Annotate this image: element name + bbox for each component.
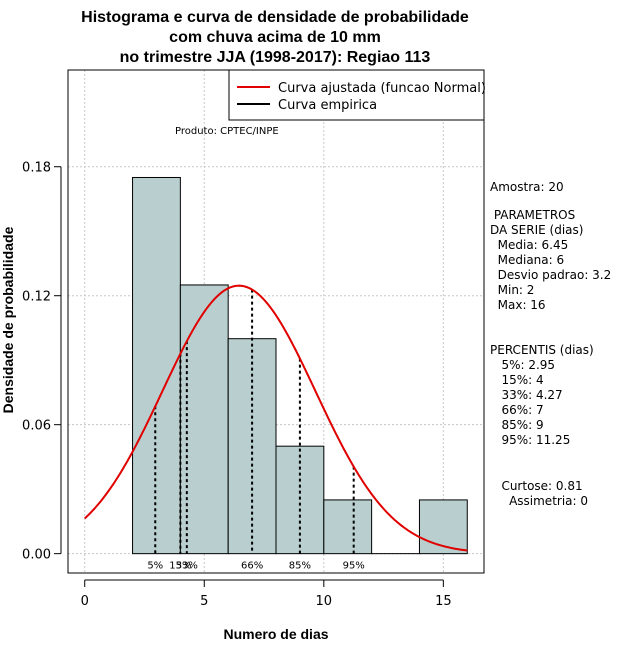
legend-box	[228, 69, 485, 121]
stat-curtose: Curtose: 0.81	[490, 479, 583, 493]
stat-p5: 5%: 2.95	[490, 358, 556, 372]
params-title-2: DA SERIE (dias)	[490, 223, 584, 237]
y-tick-label: 0.06	[22, 419, 51, 434]
legend-empirical-label: Curva empirica	[278, 98, 377, 113]
x-tick-label: 0	[81, 594, 89, 609]
legend-fit-label: Curva ajustada (funcao Normal)	[278, 81, 486, 96]
stat-p95: 95%: 11.25	[490, 433, 571, 447]
histogram-bar	[132, 176, 181, 555]
y-tick-label: 0.18	[22, 161, 51, 176]
product-annotation: Produto: CPTEC/INPE	[175, 126, 279, 137]
percentile-label: 33%	[176, 561, 198, 572]
stat-p85: 85%: 9	[490, 418, 544, 432]
percentis-title: PERCENTIS (dias)	[490, 343, 594, 357]
x-tick-label: 10	[316, 594, 333, 609]
stat-p66: 66%: 7	[490, 403, 544, 417]
percentile-label: 5%	[147, 561, 163, 572]
x-axis-label: Numero de dias	[223, 626, 328, 642]
params-title-1: PARAMETROS	[490, 208, 576, 222]
fit-curve	[84, 284, 468, 552]
statistics-panel: Amostra: 20 PARAMETROS DA SERIE (dias) M…	[490, 180, 640, 509]
stat-media: Media: 6.45	[490, 238, 569, 252]
y-axis-label: Densidade de probabilidade	[0, 226, 16, 413]
percentile-label: 66%	[241, 561, 263, 572]
y-tick-label: 0.00	[22, 548, 51, 563]
legend: Curva ajustada (funcao Normal) Curva emp…	[228, 69, 486, 121]
histogram-bar	[179, 284, 229, 555]
y-tick-label: 0.12	[22, 290, 51, 305]
stat-max: Max: 16	[490, 298, 546, 312]
sample-size: Amostra: 20	[490, 180, 564, 194]
stat-desvio: Desvio padrao: 3.2	[490, 268, 612, 282]
stat-p15: 15%: 4	[490, 373, 544, 387]
percentile-label: 85%	[289, 561, 311, 572]
percentile-markers: 5% 15%33% 66% 85% 95%	[147, 289, 365, 572]
axes: 0 5 10 15 0.00 0.06 0.12 0.18	[22, 161, 452, 609]
percentile-label: 95%	[343, 561, 365, 572]
percentile-label: 15%	[169, 561, 191, 572]
x-tick-label: 15	[435, 594, 452, 609]
histogram-bar	[323, 499, 373, 555]
chart-title-line-2: com chuva acima de 10 mm	[169, 29, 381, 46]
stat-assimetria: Assimetria: 0	[490, 494, 589, 508]
x-tick-label: 5	[200, 594, 208, 609]
chart-title-line-1: Histograma e curva de densidade de proba…	[81, 9, 469, 26]
fit-curve-layer	[84, 284, 468, 552]
histogram-bar	[418, 499, 468, 555]
chart-title-line-3: no trimestre JJA (1998-2017): Regiao 113	[120, 49, 431, 66]
stat-min: Min: 2	[490, 283, 535, 297]
histogram-bar	[275, 445, 325, 555]
stat-mediana: Mediana: 6	[490, 253, 565, 267]
stat-p33: 33%: 4.27	[490, 388, 563, 402]
